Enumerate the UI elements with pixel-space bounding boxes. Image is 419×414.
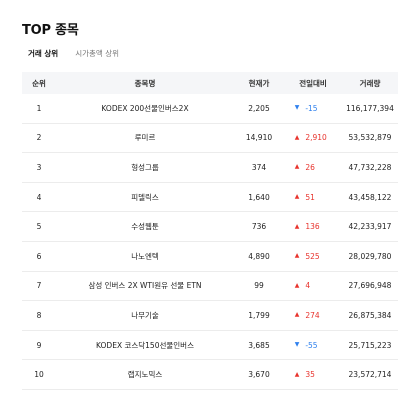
rank-cell: 10 bbox=[34, 370, 44, 380]
change-cell: ▲ 525 bbox=[284, 252, 342, 261]
change-value: -15 bbox=[305, 103, 318, 113]
price-cell: 3,685 bbox=[248, 340, 270, 350]
ranking-table: 순위 종목명 현재가 전일대비 거래량 1 KODEX 200선물인버스2X 2,2… bbox=[22, 72, 398, 390]
volume-cell: 47,732,228 bbox=[348, 162, 392, 172]
stock-name-cell[interactable]: 수성웹툰 bbox=[131, 222, 159, 232]
column-header-volume: 거래량 bbox=[359, 78, 381, 88]
rank-cell: 5 bbox=[36, 222, 42, 232]
volume-cell: 23,572,714 bbox=[348, 370, 392, 380]
price-cell: 736 bbox=[251, 222, 267, 232]
rank-cell: 3 bbox=[36, 162, 42, 172]
volume-cell: 26,875,384 bbox=[348, 310, 392, 320]
page-title: TOP 종목 bbox=[22, 23, 79, 38]
tab-market-cap[interactable]: 시가총액 상위 bbox=[75, 49, 120, 58]
triangle-up-icon: ▲ bbox=[294, 311, 300, 319]
table-row[interactable]: 1 KODEX 200선물인버스2X 2,205 ▼ -15 116,177,394 bbox=[22, 94, 398, 124]
stock-name-cell[interactable]: KODEX 코스닥150선물인버스 bbox=[96, 340, 194, 350]
price-cell: 99 bbox=[254, 281, 264, 291]
triangle-up-icon: ▲ bbox=[294, 222, 300, 230]
change-value: 35 bbox=[305, 370, 315, 380]
table-row[interactable]: 3 형성그룹 374 ▲ 26 47,732,228 bbox=[22, 153, 398, 183]
triangle-up-icon: ▲ bbox=[294, 252, 300, 260]
stock-name-cell[interactable]: KODEX 200선물인버스2X bbox=[101, 103, 189, 113]
table-header: 순위 종목명 현재가 전일대비 거래량 bbox=[22, 72, 398, 94]
table-row[interactable]: 4 피델릭스 1,640 ▲ 51 43,458,122 bbox=[22, 183, 398, 213]
change-cell: ▲ 51 bbox=[284, 193, 342, 202]
column-header-price: 현재가 bbox=[248, 78, 270, 88]
change-cell: ▲ 2,910 bbox=[284, 133, 342, 142]
change-cell: ▼ -15 bbox=[284, 104, 342, 113]
column-header-rank: 순위 bbox=[32, 78, 46, 88]
change-value: 525 bbox=[305, 251, 320, 261]
volume-cell: 43,458,122 bbox=[348, 192, 392, 202]
volume-cell: 53,532,879 bbox=[348, 133, 392, 143]
table-body: 1 KODEX 200선물인버스2X 2,205 ▼ -15 116,177,394 2 루미… bbox=[22, 94, 398, 390]
rank-cell: 2 bbox=[36, 133, 42, 143]
price-cell: 3,670 bbox=[248, 370, 270, 380]
price-cell: 1,640 bbox=[248, 192, 270, 202]
rank-cell: 9 bbox=[36, 340, 42, 350]
triangle-up-icon: ▲ bbox=[294, 193, 300, 201]
table-row[interactable]: 7 삼성 인버스 2X WTI원유 선물 ETN 99 ▲ 4 27,696,948 bbox=[22, 272, 398, 302]
change-cell: ▲ 4 bbox=[284, 281, 342, 290]
triangle-down-icon: ▼ bbox=[294, 104, 300, 112]
change-cell: ▲ 26 bbox=[284, 163, 342, 172]
change-value: -55 bbox=[305, 340, 318, 350]
change-value: 274 bbox=[305, 310, 320, 320]
stock-name-cell[interactable]: 루미르 bbox=[134, 133, 156, 143]
rank-cell: 7 bbox=[36, 281, 42, 291]
triangle-down-icon: ▼ bbox=[294, 341, 300, 349]
tab-trading-volume[interactable]: 거래 상위 bbox=[28, 49, 59, 58]
rank-cell: 6 bbox=[36, 251, 42, 261]
table-row[interactable]: 5 수성웹툰 736 ▲ 136 42,233,917 bbox=[22, 212, 398, 242]
change-value: 51 bbox=[305, 192, 315, 202]
table-row[interactable]: 10 랩지노믹스 3,670 ▲ 35 23,572,714 bbox=[22, 360, 398, 390]
stock-name-cell[interactable]: 삼성 인버스 2X WTI원유 선물 ETN bbox=[88, 281, 202, 291]
change-cell: ▲ 274 bbox=[284, 311, 342, 320]
triangle-up-icon: ▲ bbox=[294, 370, 300, 378]
column-header-name: 종목명 bbox=[134, 78, 156, 88]
change-cell: ▲ 136 bbox=[284, 222, 342, 231]
volume-cell: 27,696,948 bbox=[348, 281, 392, 291]
price-cell: 2,205 bbox=[248, 103, 270, 113]
table-row[interactable]: 8 나무기술 1,799 ▲ 274 26,875,384 bbox=[22, 301, 398, 331]
triangle-up-icon: ▲ bbox=[294, 281, 300, 289]
stock-name-cell[interactable]: 랩지노믹스 bbox=[127, 370, 163, 380]
stock-name-cell[interactable]: 형성그룹 bbox=[131, 162, 159, 172]
rank-cell: 1 bbox=[36, 103, 42, 113]
tab-bar: 거래 상위 시가총액 상위 bbox=[28, 48, 119, 59]
rank-cell: 4 bbox=[36, 192, 42, 202]
volume-cell: 42,233,917 bbox=[348, 222, 392, 232]
stock-name-cell[interactable]: 피델릭스 bbox=[131, 192, 159, 202]
change-cell: ▼ -55 bbox=[284, 341, 342, 350]
change-value: 26 bbox=[305, 162, 315, 172]
table-row[interactable]: 6 나노엔텍 4,890 ▲ 525 28,029,780 bbox=[22, 242, 398, 272]
stock-name-cell[interactable]: 나무기술 bbox=[131, 310, 159, 320]
table-row[interactable]: 9 KODEX 코스닥150선물인버스 3,685 ▼ -55 25,715,223 bbox=[22, 331, 398, 361]
rank-cell: 8 bbox=[36, 310, 42, 320]
triangle-up-icon: ▲ bbox=[294, 163, 300, 171]
price-cell: 4,890 bbox=[248, 251, 270, 261]
price-cell: 1,799 bbox=[248, 310, 270, 320]
change-value: 136 bbox=[305, 222, 320, 232]
price-cell: 14,910 bbox=[245, 133, 273, 143]
volume-cell: 25,715,223 bbox=[348, 340, 392, 350]
change-value: 2,910 bbox=[305, 133, 327, 143]
table-row[interactable]: 2 루미르 14,910 ▲ 2,910 53,532,879 bbox=[22, 124, 398, 154]
change-value: 4 bbox=[305, 281, 311, 291]
price-cell: 374 bbox=[251, 162, 267, 172]
volume-cell: 28,029,780 bbox=[348, 251, 392, 261]
triangle-up-icon: ▲ bbox=[294, 133, 300, 141]
volume-cell: 116,177,394 bbox=[346, 103, 394, 113]
change-cell: ▲ 35 bbox=[284, 370, 342, 379]
stock-name-cell[interactable]: 나노엔텍 bbox=[131, 251, 159, 261]
column-header-change: 전일대비 bbox=[299, 78, 327, 88]
